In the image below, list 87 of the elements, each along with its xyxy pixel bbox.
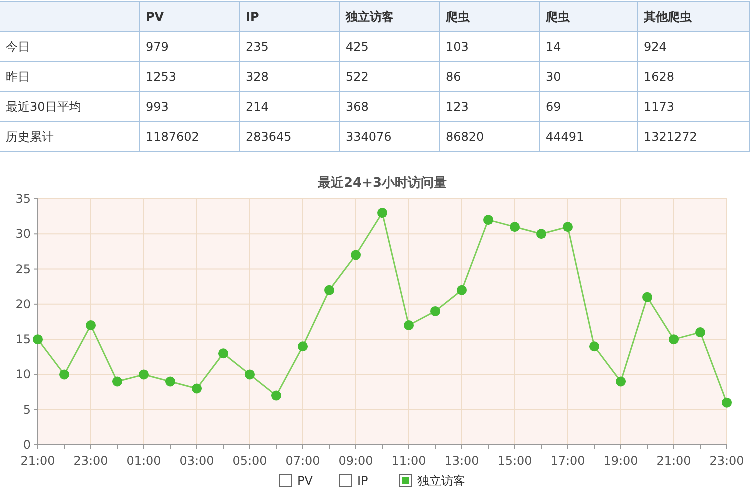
y-tick-label: 历史累计 xyxy=(6,130,54,144)
point xyxy=(378,208,388,218)
x-tick-label: 21:00 xyxy=(656,454,692,468)
point xyxy=(245,370,255,380)
x-tick-label: 03:00 xyxy=(180,454,214,468)
x-tick-label: 09:00 xyxy=(338,454,374,468)
point xyxy=(112,376,122,387)
data-label: 69 xyxy=(546,100,562,114)
point xyxy=(272,390,282,401)
y-tick-label: 0 xyxy=(23,438,31,452)
x-tick-label: 01:00 xyxy=(126,454,162,468)
point xyxy=(696,328,706,338)
x-tick-label: 05:00 xyxy=(232,454,268,468)
data-label: 522 xyxy=(346,70,369,84)
point xyxy=(298,342,308,352)
point xyxy=(616,376,626,387)
data-label: 14 xyxy=(546,40,562,54)
legend-label: IP xyxy=(358,474,368,488)
point xyxy=(324,285,334,296)
data-label: 993 xyxy=(146,100,169,114)
point xyxy=(484,215,494,226)
legend-label: 独立访客 xyxy=(418,474,466,488)
y-tick-label: 20 xyxy=(16,297,31,312)
point xyxy=(166,376,176,387)
data-label: 283645 xyxy=(246,130,292,144)
y-tick-label: 昨日 xyxy=(6,70,30,84)
point xyxy=(722,398,732,408)
x-tick-label: 23:00 xyxy=(710,454,744,468)
x-tick-label: 19:00 xyxy=(604,454,638,468)
data-label: 1253 xyxy=(146,70,177,84)
y-tick-label: 10 xyxy=(16,368,31,382)
x-tick-label: 其他爬虫 xyxy=(643,10,693,24)
x-tick-label: 15:00 xyxy=(498,454,532,468)
data-label: 123 xyxy=(446,100,469,114)
point xyxy=(60,370,70,380)
data-label: 425 xyxy=(346,40,369,54)
x-tick-label: 23:00 xyxy=(74,454,108,468)
data-label: 368 xyxy=(346,100,369,114)
x-tick-label: 07:00 xyxy=(286,454,320,468)
data-label: 1173 xyxy=(644,100,675,114)
point xyxy=(33,334,43,345)
point xyxy=(563,222,573,232)
x-tick-label: 独立访客 xyxy=(345,10,394,24)
point xyxy=(536,229,546,240)
data-label: 44491 xyxy=(546,130,584,144)
point xyxy=(590,342,600,352)
data-label: 235 xyxy=(246,40,269,54)
point xyxy=(86,320,96,331)
data-label: 1187602 xyxy=(146,130,200,144)
point xyxy=(139,370,149,380)
y-tick-label: 25 xyxy=(16,262,31,276)
x-tick-label: 11:00 xyxy=(392,454,426,468)
point xyxy=(351,250,361,260)
point xyxy=(430,306,440,316)
point xyxy=(218,348,228,359)
data-label: 103 xyxy=(446,40,469,54)
point xyxy=(192,384,202,394)
point xyxy=(669,334,679,345)
data-label: 30 xyxy=(546,70,562,84)
x-tick-label: 17:00 xyxy=(550,454,586,468)
point xyxy=(404,320,414,331)
data-label: 214 xyxy=(246,100,269,114)
data-label: 1628 xyxy=(644,70,675,84)
y-tick-label: 15 xyxy=(16,332,31,347)
x-tick-label: 21:00 xyxy=(20,454,56,468)
y-tick-label: 今日 xyxy=(6,40,30,54)
data-label: 86820 xyxy=(446,130,484,144)
data-label: 1321272 xyxy=(644,130,698,144)
y-tick-label: 30 xyxy=(16,227,31,242)
point xyxy=(510,222,520,232)
data-label: 86 xyxy=(446,70,462,84)
x-tick-label: IP xyxy=(246,10,260,24)
y-tick-label: 5 xyxy=(23,402,31,417)
data-label: 979 xyxy=(146,40,169,54)
point xyxy=(642,292,652,302)
data-label: 328 xyxy=(246,70,269,84)
x-tick-label: 爬虫 xyxy=(445,10,471,24)
data-label: 334076 xyxy=(346,130,392,144)
legend-label: PV xyxy=(298,474,314,488)
chart-title: 最近24+3小时访问量 xyxy=(316,175,448,191)
y-tick-label: 35 xyxy=(16,192,31,206)
data-label: 924 xyxy=(644,40,667,54)
x-tick-label: 爬虫 xyxy=(545,10,571,24)
x-tick-label: PV xyxy=(146,10,165,24)
x-tick-label: 13:00 xyxy=(444,454,480,468)
point xyxy=(457,285,467,296)
y-tick-label: 最近30日平均 xyxy=(6,100,82,114)
